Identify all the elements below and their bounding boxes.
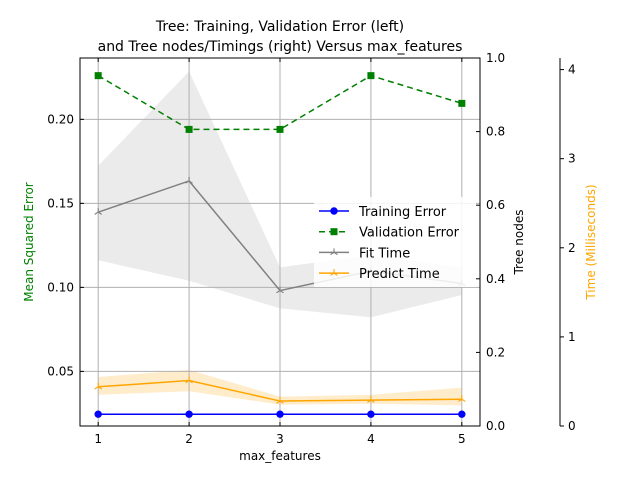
predict-time-point: [276, 397, 284, 404]
y-nodes-tick-label: 0.6: [486, 198, 505, 212]
legend-box: [314, 197, 476, 287]
legend-label-fit-time: Fit Time: [359, 246, 410, 261]
training-error-point: [94, 410, 102, 418]
predict-time-point: [185, 376, 193, 384]
x-axis-label: max_features: [239, 449, 321, 463]
marker-arm: [94, 211, 99, 215]
marker-arm: [276, 290, 281, 294]
y-left-tick-label: 0.15: [47, 196, 74, 210]
x-tick-label: 5: [458, 432, 466, 446]
training-error-point: [458, 410, 466, 418]
training-error-point: [276, 410, 284, 418]
predict-time-point: [94, 382, 102, 390]
chart-title-line1: Tree: Training, Validation Error (left): [155, 19, 404, 35]
marker-arm: [185, 380, 190, 384]
marker-arm: [330, 251, 335, 256]
y-left-tick-label: 0.20: [47, 112, 74, 126]
marker-arm: [97, 386, 102, 390]
marker-arm: [458, 398, 463, 402]
x-tick-label: 3: [276, 432, 284, 446]
legend-label-validation-error: Validation Error: [359, 226, 460, 241]
tick-labels: 1 2 3 4 5 0.05 0.10 0.15 0.20 0.0 0.2 0.4 0.6 0.8 1.0 0…: [47, 51, 575, 446]
validation-error-point: [94, 72, 102, 80]
legend-marker-training-error: [330, 207, 338, 215]
legend: Training Error Validation Error Fit Time Pr…: [314, 197, 476, 287]
predict-time-point: [367, 396, 375, 403]
marker-arm: [330, 272, 335, 276]
y-right-nodes-axis-label: Tree nodes: [512, 209, 526, 275]
y-nodes-tick-label: 0.4: [486, 272, 505, 286]
y-time-axis-label: Time (Milliseconds): [584, 184, 598, 300]
legend-marker-validation-error: [330, 228, 338, 236]
marker-arm: [367, 399, 372, 403]
legend-label-predict-time: Predict Time: [359, 267, 440, 282]
marker-arm: [279, 290, 284, 294]
y-time-tick-label: 1: [568, 330, 576, 344]
marker-arm: [97, 211, 102, 215]
fit-time-point: [185, 176, 193, 184]
axis-labels: Tree: Training, Validation Error (left) …: [22, 19, 598, 463]
legend-label-training-error: Training Error: [358, 205, 447, 220]
y-left-tick-label: 0.05: [47, 364, 74, 378]
legend-marker-fit-time: [330, 248, 338, 256]
validation-error-line: [97, 74, 463, 131]
y-nodes-tick-label: 0.8: [486, 125, 505, 139]
x-tick-label: 4: [367, 432, 375, 446]
marker-arm: [276, 400, 281, 404]
marker-arm: [333, 272, 338, 276]
fit-time-point: [276, 286, 284, 294]
fit-time-point: [94, 208, 102, 215]
y-time-tick-label: 3: [568, 152, 576, 166]
y-nodes-tick-label: 0.2: [486, 345, 505, 359]
training-error-point: [367, 410, 375, 418]
validation-error-point: [458, 99, 466, 107]
x-tick-label: 1: [94, 432, 102, 446]
marker-arm: [333, 251, 338, 256]
marker-arm: [279, 400, 284, 404]
training-error-point: [185, 410, 193, 418]
x-tick-label: 2: [185, 432, 193, 446]
chart-title-line2: and Tree nodes/Timings (right) Versus ma…: [98, 39, 463, 55]
y-nodes-tick-label: 1.0: [486, 51, 505, 65]
validation-error-point: [367, 72, 375, 80]
y-left-tick-label: 0.10: [47, 280, 74, 294]
validation-error-point: [185, 125, 193, 133]
legend-marker-predict-time: [330, 269, 338, 276]
validation-error-point: [276, 125, 284, 133]
marker-arm: [370, 399, 375, 403]
y-time-tick-label: 2: [568, 241, 576, 255]
axes: [79, 57, 564, 427]
marker-arm: [185, 180, 190, 184]
marker-arm: [461, 398, 466, 402]
marker-arm: [94, 386, 99, 390]
predict-time-point: [458, 395, 466, 402]
y-time-tick-label: 4: [568, 63, 576, 77]
y-time-tick-label: 0: [568, 419, 576, 433]
y-nodes-tick-label: 0.0: [486, 419, 505, 433]
marker-arm: [188, 180, 193, 184]
marker-arm: [188, 380, 193, 384]
y-left-axis-label: Mean Squared Error: [22, 182, 36, 302]
